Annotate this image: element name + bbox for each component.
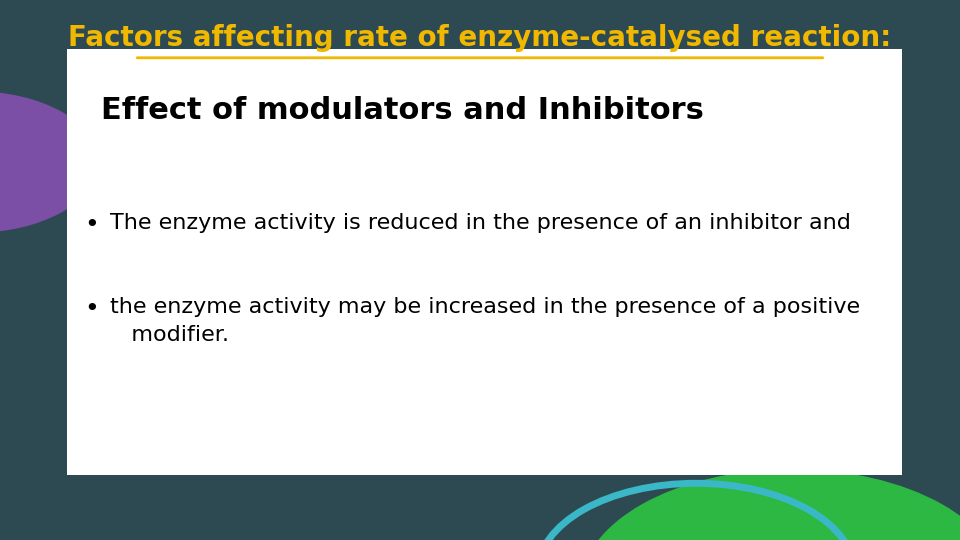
Text: the enzyme activity may be increased in the presence of a positive
   modifier.: the enzyme activity may be increased in …: [110, 297, 860, 345]
Text: •: •: [84, 297, 99, 321]
Circle shape: [581, 470, 960, 540]
FancyBboxPatch shape: [67, 49, 902, 475]
Text: Factors affecting rate of enzyme-catalysed reaction:: Factors affecting rate of enzyme-catalys…: [68, 24, 892, 52]
Text: •: •: [84, 213, 99, 237]
Text: Effect of modulators and Inhibitors: Effect of modulators and Inhibitors: [101, 96, 704, 125]
Circle shape: [0, 92, 98, 232]
Text: The enzyme activity is reduced in the presence of an inhibitor and: The enzyme activity is reduced in the pr…: [110, 213, 852, 233]
